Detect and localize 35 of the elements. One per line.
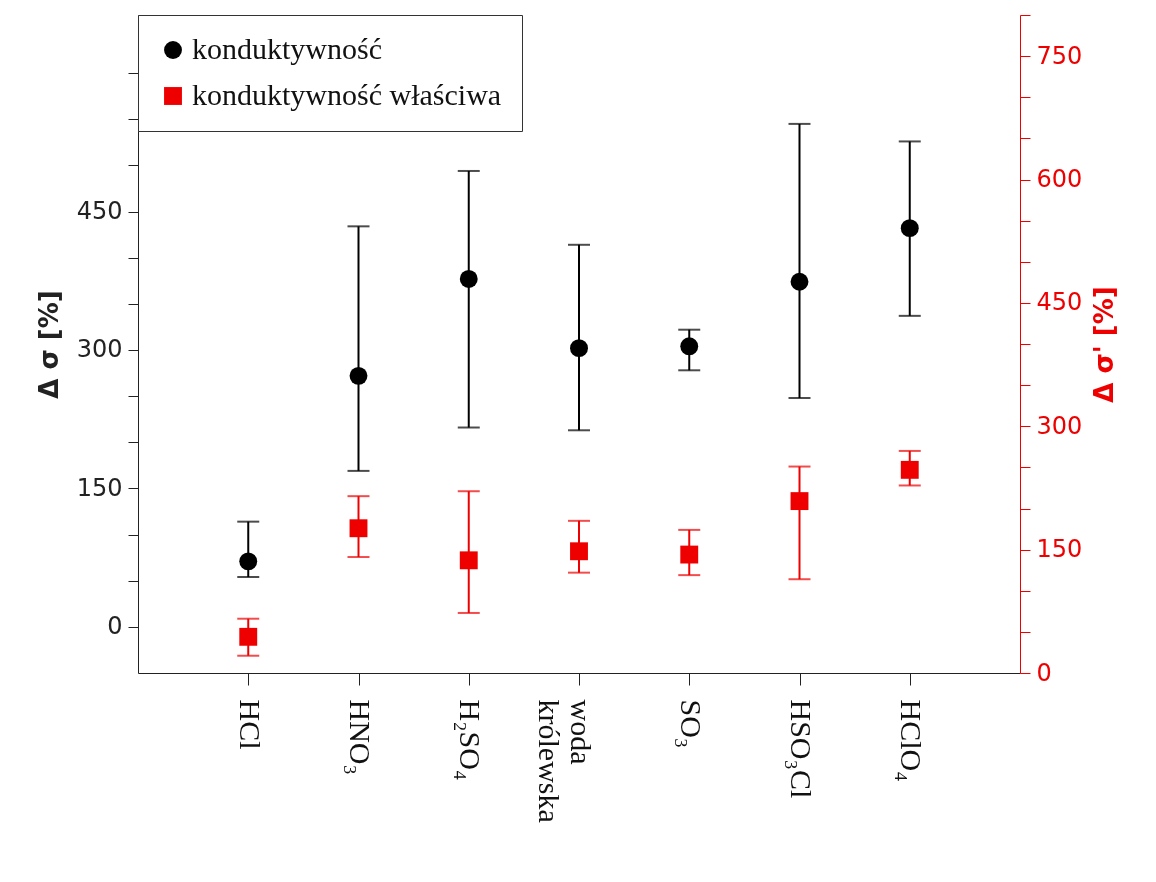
y2-tick-label: 450	[1036, 288, 1083, 317]
legend-label: konduktywność właściwa	[192, 78, 502, 111]
point	[790, 492, 809, 511]
point	[570, 542, 588, 561]
point	[900, 460, 919, 479]
point	[239, 627, 258, 646]
point	[680, 337, 699, 356]
y-tick-label: 150	[76, 473, 123, 502]
y2-tick-label: 150	[1036, 535, 1083, 564]
y-tick-label: 300	[76, 335, 123, 364]
y2-tick-label: 300	[1036, 411, 1083, 440]
point	[790, 272, 809, 291]
point	[900, 219, 919, 238]
y2-axis-title: Δ σ' [%]	[1089, 286, 1120, 403]
y-tick-label: 0	[107, 612, 123, 641]
y2-tick-label: 600	[1036, 165, 1083, 193]
y2-tick-label: 750	[1036, 41, 1083, 70]
legend-label: konduktywność	[192, 32, 382, 65]
y2-tick-label: 0	[1036, 658, 1052, 687]
x-tick-label: HClO₄	[895, 699, 929, 782]
x-tick-label: HSO₃Cl	[785, 699, 818, 799]
x-tick-label: woda królewska	[532, 699, 598, 823]
x-tick-label: HCl	[233, 699, 267, 750]
y-axis-title: Δ σ [%]	[33, 290, 64, 399]
point	[459, 551, 478, 570]
point	[349, 366, 368, 385]
point	[459, 270, 478, 288]
y-tick-label: 450	[76, 197, 123, 226]
point	[570, 339, 588, 358]
x-tick-label: HNO₃	[344, 699, 377, 775]
point	[239, 552, 258, 571]
x-tick-label: SO₃	[674, 699, 708, 749]
point	[680, 545, 699, 564]
point	[349, 519, 368, 538]
x-tick-label: H₂SO₄	[454, 699, 488, 781]
